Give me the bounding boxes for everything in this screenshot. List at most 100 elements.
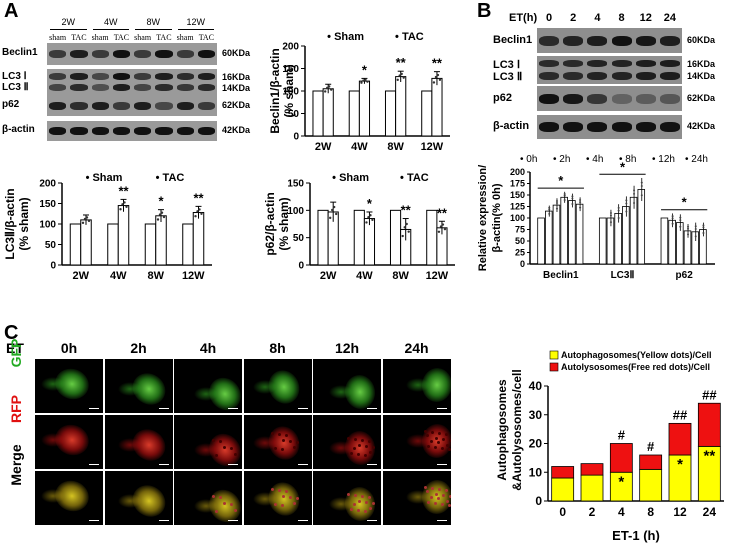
blot-band xyxy=(70,84,88,91)
blot-a-lane-label: sham xyxy=(91,33,109,42)
legend-time: • 2h xyxy=(553,154,570,165)
bar-tac xyxy=(395,76,407,137)
data-dot xyxy=(196,210,199,213)
fluorescence-panel: ET 0h 2h 4h 8h 12h 24h GFP RFP Merge xyxy=(0,330,500,544)
data-dot xyxy=(609,221,612,224)
data-dot xyxy=(160,211,164,214)
bar-sham xyxy=(107,223,119,266)
punctum xyxy=(230,447,233,450)
bar-sham xyxy=(421,90,433,137)
bar-autolysosomes xyxy=(551,466,575,479)
data-dot xyxy=(687,227,690,230)
significance-mark: ** xyxy=(396,55,407,70)
data-dot xyxy=(571,197,574,200)
blot-band xyxy=(176,127,194,135)
blot-a-kda-label: 42KDa xyxy=(222,125,251,135)
punctum xyxy=(368,440,371,443)
blot-band xyxy=(539,93,560,104)
scale-bar xyxy=(89,520,99,521)
channel-label: RFP xyxy=(8,395,24,423)
punctum xyxy=(372,446,375,449)
x-tick-label: 12W xyxy=(426,270,449,282)
data-dot xyxy=(555,202,558,205)
punctum xyxy=(234,453,237,456)
cell-process xyxy=(194,443,218,457)
data-dot xyxy=(633,189,636,192)
legend-time: • 0h xyxy=(520,154,537,165)
data-dot xyxy=(81,221,85,225)
western-blot-b: ET(h) 0 2 4 8 12 24 Beclin1 60KDa LC3 Ⅰ 16KDa LC3 Ⅱ… xyxy=(480,0,729,150)
blot-a-group-line xyxy=(50,29,87,30)
blot-b-time-label: 4 xyxy=(594,12,601,24)
bar-sham xyxy=(384,90,397,137)
y-axis-label: p62/β-actin xyxy=(263,192,277,255)
legend-sham: • Sham xyxy=(327,31,364,43)
punctum xyxy=(358,500,361,503)
data-dot xyxy=(633,202,636,205)
punctum xyxy=(215,454,218,457)
blot-band xyxy=(112,84,130,91)
scale-bar xyxy=(297,464,308,465)
bar-sham xyxy=(182,223,194,266)
blot-band xyxy=(587,122,608,132)
punctum xyxy=(429,440,433,443)
punctum xyxy=(434,437,438,440)
x-tick-label: 2 xyxy=(589,505,596,519)
x-tick-label: 8W xyxy=(148,270,165,282)
time-label: 0h xyxy=(60,340,78,356)
punctum xyxy=(292,446,296,449)
punctum xyxy=(273,503,277,506)
micrograph xyxy=(313,359,381,413)
micrograph xyxy=(174,415,242,469)
y-axis-label: Relative expression/ xyxy=(477,165,489,271)
blot-band xyxy=(539,35,560,46)
data-dot xyxy=(156,218,160,221)
punctum xyxy=(295,497,299,500)
y-tick-label: 0 xyxy=(293,132,299,143)
y-tick-label: 0 xyxy=(535,494,542,508)
bar-tac xyxy=(431,77,443,137)
punctum xyxy=(441,494,445,497)
significance-hash: ## xyxy=(673,407,688,422)
micrograph xyxy=(35,359,103,413)
x-tick-label: 4W xyxy=(356,270,373,282)
y-axis-label: β-actin(% 0h) xyxy=(491,183,503,252)
blot-a-protein-label: LC3 Ⅱ xyxy=(2,82,29,93)
panel-label-c: C xyxy=(4,322,19,344)
blot-b-protein-label: β-actin xyxy=(493,120,530,132)
blot-b-strip xyxy=(537,86,682,111)
blot-band xyxy=(112,50,130,58)
blot-a-strip xyxy=(47,69,217,96)
blot-band xyxy=(70,50,88,58)
blot-band xyxy=(155,102,173,110)
data-dot xyxy=(694,235,697,238)
x-tick-label: 24 xyxy=(703,505,717,519)
significance-mark: ** xyxy=(432,56,443,71)
blot-band xyxy=(659,35,680,46)
blot-band xyxy=(70,127,88,135)
time-label: 24h xyxy=(404,340,429,356)
scale-bar xyxy=(436,408,447,409)
blot-b-strip xyxy=(537,115,682,139)
significance-star: * xyxy=(677,456,683,473)
data-dot xyxy=(198,208,201,211)
punctum xyxy=(281,439,285,442)
x-tick-label: 8W xyxy=(387,141,404,153)
punctum xyxy=(444,433,448,436)
punctum xyxy=(295,441,299,444)
y-tick-label: 50 xyxy=(515,236,525,246)
punctum xyxy=(365,445,368,448)
bar-24h xyxy=(637,189,646,265)
x-axis-label: ET-1 (h) xyxy=(612,528,660,543)
data-dot xyxy=(548,212,551,215)
blot-a-group-line xyxy=(92,29,129,30)
y-tick-label: 100 xyxy=(282,87,299,98)
punctum xyxy=(219,440,222,443)
blot-band xyxy=(134,84,152,91)
data-dot xyxy=(402,76,405,79)
data-dot xyxy=(396,78,399,82)
punctum xyxy=(448,495,451,498)
bar-12h xyxy=(568,200,576,265)
cell-process xyxy=(252,380,277,394)
